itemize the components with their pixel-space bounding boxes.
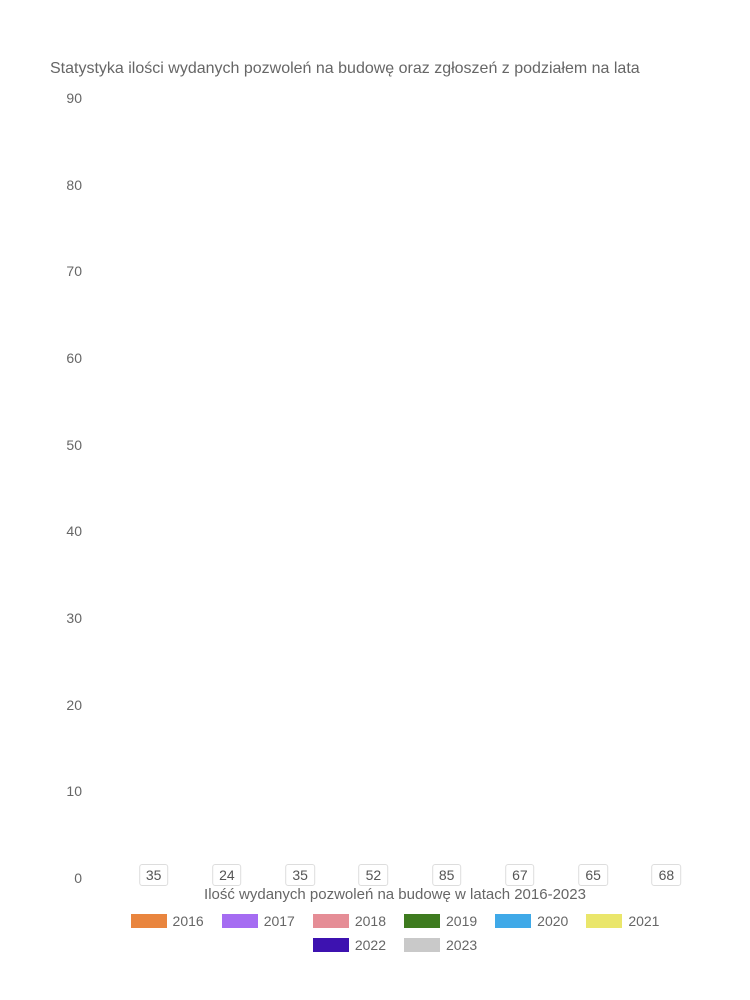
y-tick: 60	[66, 350, 82, 366]
bar-value-label: 35	[285, 864, 315, 886]
chart-title: Statystyka ilości wydanych pozwoleń na b…	[50, 60, 700, 78]
legend-swatch	[222, 914, 258, 928]
y-tick: 80	[66, 177, 82, 193]
legend-label: 2020	[537, 913, 568, 929]
legend-label: 2023	[446, 937, 477, 953]
y-tick: 20	[66, 697, 82, 713]
bar-value-label: 67	[505, 864, 535, 886]
bar-value-label: 65	[578, 864, 608, 886]
bar-value-label: 85	[432, 864, 462, 886]
x-axis-label: Ilość wydanych pozwoleń na budowę w lata…	[90, 886, 700, 903]
legend-item-2019: 2019	[404, 913, 477, 929]
legend-label: 2019	[446, 913, 477, 929]
chart-container: Statystyka ilości wydanych pozwoleń na b…	[50, 60, 700, 960]
bar-value-label: 52	[359, 864, 389, 886]
legend-swatch	[586, 914, 622, 928]
legend-swatch	[131, 914, 167, 928]
y-tick: 10	[66, 783, 82, 799]
legend-item-2022: 2022	[313, 937, 386, 953]
legend-item-2023: 2023	[404, 937, 477, 953]
y-tick: 30	[66, 610, 82, 626]
y-tick: 40	[66, 523, 82, 539]
legend-label: 2021	[628, 913, 659, 929]
y-tick: 0	[74, 870, 82, 886]
legend-label: 2017	[264, 913, 295, 929]
legend-swatch	[404, 914, 440, 928]
legend-label: 2018	[355, 913, 386, 929]
legend-item-2018: 2018	[313, 913, 386, 929]
y-tick: 50	[66, 437, 82, 453]
legend-item-2021: 2021	[586, 913, 659, 929]
legend-swatch	[313, 938, 349, 952]
y-tick: 70	[66, 263, 82, 279]
bar-value-label: 24	[212, 864, 242, 886]
legend-item-2020: 2020	[495, 913, 568, 929]
legend-item-2016: 2016	[131, 913, 204, 929]
y-axis: 0102030405060708090	[50, 98, 90, 878]
bar-value-label: 68	[652, 864, 682, 886]
legend-item-2017: 2017	[222, 913, 295, 929]
legend-swatch	[313, 914, 349, 928]
y-tick: 90	[66, 90, 82, 106]
legend: 2016 2017 2018 2019 2020 2021 2022 2023	[90, 913, 700, 953]
legend-swatch	[495, 914, 531, 928]
bars-area: 3524355285676568	[120, 98, 700, 878]
legend-label: 2022	[355, 937, 386, 953]
plot-area: 0102030405060708090 3524355285676568 Ilo…	[90, 98, 700, 878]
legend-swatch	[404, 938, 440, 952]
bar-value-label: 35	[139, 864, 169, 886]
legend-label: 2016	[173, 913, 204, 929]
